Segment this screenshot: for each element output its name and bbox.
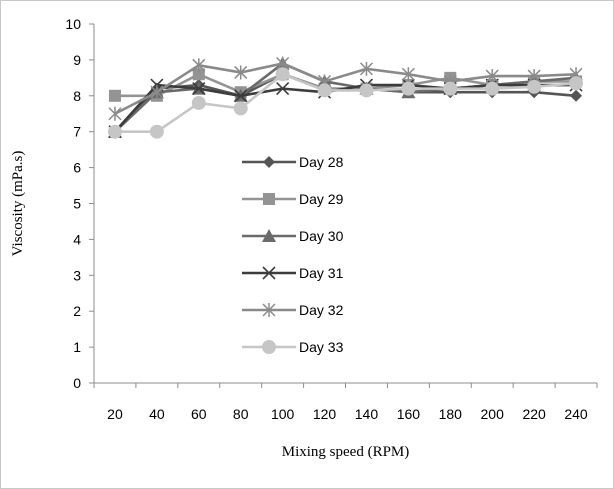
series-day-30 [107,56,584,138]
y-tick-label: 9 [73,52,81,68]
legend-item-day-32: Day 32 [242,302,344,318]
series-layer [107,56,584,139]
series-line-day-31 [113,83,577,133]
y-tick-label: 6 [73,160,81,176]
x-tick-label: 20 [107,406,123,422]
legend: Day 28 Day 29 Day 30 Day 31 Day 32 Day 33 [242,154,344,355]
y-tick-label: 10 [65,16,81,32]
series-line-day-32 [114,62,577,115]
data-point-day-31 [234,89,248,103]
marker-stroke [234,89,248,103]
legend-label: Day 28 [299,154,344,170]
legend-label: Day 33 [299,339,344,355]
data-point-day-32 [108,106,122,121]
data-point-day-33 [443,81,458,96]
legend-label: Day 32 [299,302,344,318]
y-axis-title: Viscosity (mPa.s) [10,151,26,257]
x-tick-label: 180 [439,406,463,422]
data-point-day-29 [192,68,205,81]
y-tick-label: 4 [73,231,81,247]
data-point-day-32 [192,58,206,73]
data-point-day-33 [401,81,416,96]
data-point-day-33 [527,79,542,94]
y-tick-label: 8 [73,88,81,104]
legend-swatch-marker [262,229,276,242]
x-tick-label: 80 [233,406,249,422]
legend-item-day-33: Day 33 [242,339,344,355]
x-tick-label: 200 [481,406,505,422]
legend-swatch-marker [262,266,276,280]
legend-swatch-marker [263,193,275,205]
data-point-day-32 [401,67,415,82]
marker-stroke [192,82,206,96]
data-point-day-33 [359,83,374,98]
data-point-day-32 [150,85,164,100]
data-point-day-32 [485,69,499,84]
axes: 0 1 2 3 4 5 6 7 8 9 10 20 40 60 80 100 120 140 160 180 200 22… [65,16,598,422]
legend-item-day-28: Day 28 [242,154,344,170]
series-day-33 [107,67,584,139]
x-tick-label: 220 [522,406,546,422]
data-point-day-33 [569,76,584,91]
data-point-day-32 [234,65,248,80]
x-tick-label: 120 [313,406,337,422]
x-axis-title: Mixing speed (RPM) [282,444,410,460]
y-tick-label: 1 [73,339,81,355]
legend-label: Day 29 [299,191,344,207]
x-tick-label: 60 [191,406,207,422]
y-tick-label: 7 [73,124,81,140]
x-tick-label: 240 [564,406,588,422]
legend-item-day-29: Day 29 [242,191,344,207]
data-point-day-32 [359,61,373,76]
data-point-day-33 [191,95,206,110]
data-point-day-28 [570,89,583,102]
legend-item-day-30: Day 30 [242,228,344,244]
x-tick-label: 100 [271,406,295,422]
data-point-day-33 [107,124,122,139]
x-tick-label: 160 [397,406,421,422]
data-point-day-33 [233,101,248,116]
legend-swatch-marker [263,156,275,168]
legend-label: Day 31 [299,265,344,281]
legend-swatch-marker [262,303,276,317]
marker-stroke [262,266,276,280]
y-tick-label: 0 [73,375,81,391]
data-point-day-33 [317,83,332,98]
data-point-day-31 [276,82,290,96]
data-point-day-29 [108,89,121,102]
legend-item-day-31: Day 31 [242,265,344,281]
y-tick-label: 3 [73,267,81,283]
data-point-day-33 [485,81,500,96]
data-point-day-33 [149,124,164,139]
legend-label: Day 30 [299,228,344,244]
marker-stroke [276,82,290,96]
legend-swatch-marker [262,340,276,354]
y-tick-label: 2 [73,303,81,319]
data-point-day-33 [275,67,290,82]
data-point-day-31 [192,82,206,96]
y-tick-label: 5 [73,196,81,212]
x-tick-label: 40 [149,406,165,422]
x-tick-label: 140 [355,406,379,422]
